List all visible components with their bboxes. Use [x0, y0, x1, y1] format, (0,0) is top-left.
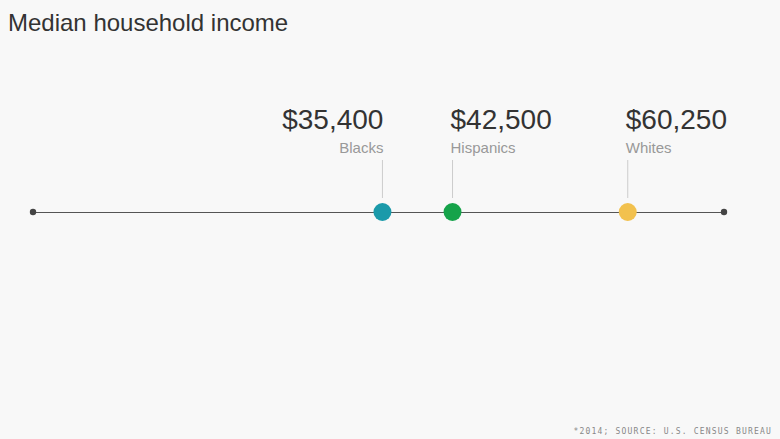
- leader-line: [382, 160, 383, 198]
- marks: [373, 203, 636, 221]
- title: Median household income: [8, 9, 288, 36]
- dot: [444, 203, 462, 221]
- axis-end: [30, 209, 36, 215]
- category-label: Hispanics: [451, 139, 516, 156]
- category-label: Whites: [626, 139, 672, 156]
- chart: Median household income $35,400 Blacks $42,…: [0, 0, 780, 439]
- data-label: $35,400: [282, 104, 383, 135]
- dot: [619, 203, 637, 221]
- axis-end: [721, 209, 727, 215]
- leader-line: [627, 160, 628, 198]
- leader-line: [452, 160, 453, 198]
- background: [0, 0, 780, 439]
- labels: $35,400 Blacks $42,500 Hispanics $60,250 Whit…: [282, 104, 727, 156]
- data-label: $42,500: [451, 104, 552, 135]
- category-label: Blacks: [339, 139, 383, 156]
- dot: [373, 203, 391, 221]
- source: *2014; SOURCE: U.S. CENSUS BUREAU: [573, 427, 772, 436]
- data-label: $60,250: [626, 104, 727, 135]
